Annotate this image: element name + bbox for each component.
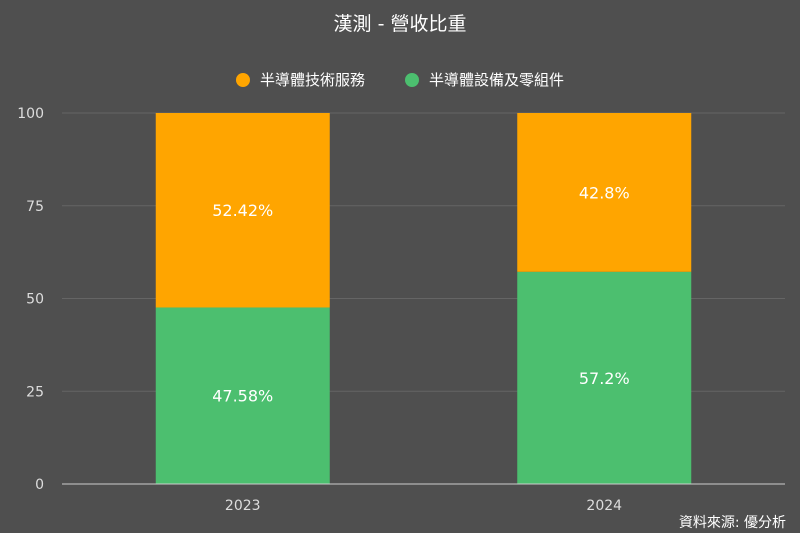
x-tick-label-2024: 2024 — [586, 498, 622, 514]
chart-title: 漢測 - 營收比重 — [334, 13, 467, 35]
y-tick-label-50: 50 — [26, 292, 44, 308]
x-axis-ticks: 2023 2024 — [225, 498, 622, 514]
legend: 半導體技術服務 半導體設備及零組件 — [235, 71, 564, 89]
legend-marker-0 — [235, 73, 250, 87]
bar-label-2023-series-1: 52.42% — [212, 201, 273, 220]
bar-2023-series-0 — [155, 307, 330, 484]
y-tick-label-75: 75 — [26, 199, 44, 215]
x-tick-label-2023: 2023 — [225, 498, 261, 514]
bar-label-2024-series-1: 42.8% — [579, 183, 630, 202]
legend-label-0: 半導體技術服務 — [260, 71, 365, 89]
y-tick-label-0: 0 — [35, 477, 44, 493]
bar-labels: 47.58% 52.42% 57.2% 42.8% — [212, 183, 629, 405]
bar-2024-series-1 — [517, 113, 692, 272]
bar-label-2023-series-0: 47.58% — [212, 387, 273, 406]
legend-marker-1 — [405, 73, 419, 87]
legend-label-1: 半導體設備及零組件 — [429, 71, 564, 89]
bar-2024-series-0 — [517, 271, 692, 484]
y-tick-label-25: 25 — [26, 384, 44, 400]
bar-label-2024-series-0: 57.2% — [579, 369, 630, 388]
source-note: 資料來源: 優分析 — [679, 515, 786, 531]
y-axis-ticks: 0 25 50 75 100 — [17, 106, 44, 493]
bars — [155, 113, 692, 484]
y-tick-label-100: 100 — [17, 106, 44, 122]
bar-2023-series-1 — [155, 113, 330, 308]
